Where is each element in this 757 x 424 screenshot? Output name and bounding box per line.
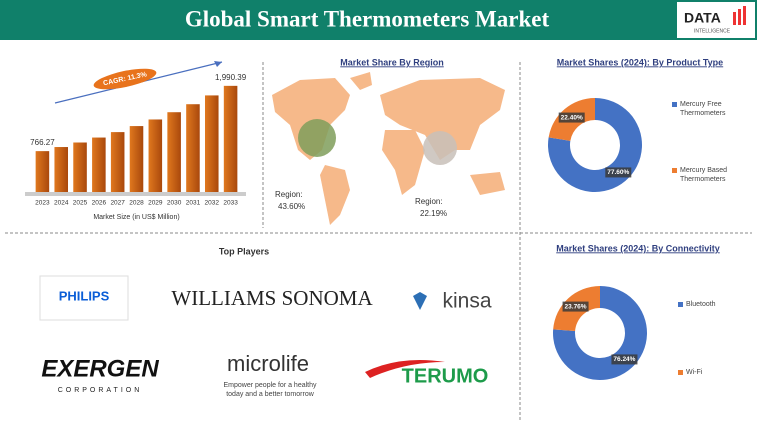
logo: DATA xyxy=(684,10,721,26)
logo-bar xyxy=(733,12,736,25)
x-tick-label: 2028 xyxy=(129,200,144,207)
player-logo: WILLIAMS SONOMA xyxy=(171,286,373,310)
bar xyxy=(129,126,144,192)
value-label: 77.60% xyxy=(607,169,629,176)
region-highlight xyxy=(298,119,336,157)
x-tick-label: 2025 xyxy=(73,200,88,207)
bar xyxy=(54,147,69,192)
logo-bar xyxy=(738,9,741,25)
legend-entry: Mercury Free Thermometers xyxy=(680,101,726,117)
value-label: 766.27 xyxy=(30,138,55,147)
bar xyxy=(110,132,125,192)
kinsa-icon xyxy=(413,292,427,310)
player-logo-sub: CORPORATION xyxy=(58,387,143,394)
philips-box xyxy=(39,275,129,321)
player-logo: microlife xyxy=(227,351,309,376)
player-logo: EXERGEN xyxy=(41,355,159,382)
label-bg xyxy=(562,301,589,312)
map-title: Market Share By Region xyxy=(340,57,444,67)
x-tick-label: 2026 xyxy=(92,200,107,207)
value-label: 1,990.39 xyxy=(215,73,247,82)
value-label: 76.24% xyxy=(613,356,635,363)
separators xyxy=(5,62,752,420)
legend-swatch xyxy=(678,370,683,375)
label-bg xyxy=(605,167,632,178)
bar-floor xyxy=(25,192,246,196)
bar xyxy=(35,151,50,192)
chart-title: Market Shares (2024): By Product Type xyxy=(557,57,723,67)
section-title: Top Players xyxy=(219,246,269,256)
region-highlight xyxy=(423,131,457,165)
bar xyxy=(92,137,106,192)
legend-swatch xyxy=(672,102,677,107)
player-slogan: Empower people for a healthy today and a… xyxy=(223,382,317,398)
x-tick-label: 2031 xyxy=(186,200,201,207)
bar xyxy=(73,142,87,192)
legend-entry: Wi-Fi xyxy=(686,369,703,376)
value-label: 23.76% xyxy=(565,303,587,310)
region-value: 22.19% xyxy=(420,209,447,218)
x-tick-label: 2032 xyxy=(205,200,220,207)
region-value: 43.60% xyxy=(278,202,305,211)
region-label: Region: xyxy=(415,197,443,206)
x-tick-label: 2024 xyxy=(54,200,69,207)
value-label: 22.40% xyxy=(561,114,583,121)
logo-box xyxy=(677,2,755,38)
bar xyxy=(167,112,181,192)
player-logo: TERUMO xyxy=(402,365,489,387)
world-map xyxy=(272,72,505,225)
x-tick-label: 2027 xyxy=(110,200,125,207)
legend-swatch xyxy=(678,302,683,307)
bar xyxy=(148,119,163,192)
bar xyxy=(204,95,219,192)
title: Global Smart Thermometers Market xyxy=(185,6,550,31)
x-tick-label: 2033 xyxy=(223,200,238,207)
arrow-head xyxy=(214,61,222,67)
x-tick-label: 2023 xyxy=(35,200,50,207)
header-bar xyxy=(0,0,757,40)
label-bg xyxy=(611,354,638,365)
logo-sub: INTELLIGENCE xyxy=(694,28,731,34)
logo-bar xyxy=(743,6,746,25)
region-label: Region: xyxy=(275,190,303,199)
terumo-swoosh xyxy=(365,359,445,378)
chart-title: Market Shares (2024): By Connectivity xyxy=(556,243,720,253)
x-tick-label: 2029 xyxy=(148,200,163,207)
bar xyxy=(186,104,200,192)
legend-entry: Bluetooth xyxy=(686,301,716,308)
player-logo: PHILIPS xyxy=(59,288,110,303)
legend-entry: Mercury Based Thermometers xyxy=(680,167,728,183)
cagr-badge xyxy=(93,68,157,90)
x-axis-label: Market Size (in US$ Million) xyxy=(93,214,179,221)
x-tick-label: 2030 xyxy=(167,200,182,207)
label-bg xyxy=(558,112,585,123)
legend-swatch xyxy=(672,168,677,173)
player-logo: kinsa xyxy=(442,290,491,313)
bar xyxy=(223,85,238,192)
